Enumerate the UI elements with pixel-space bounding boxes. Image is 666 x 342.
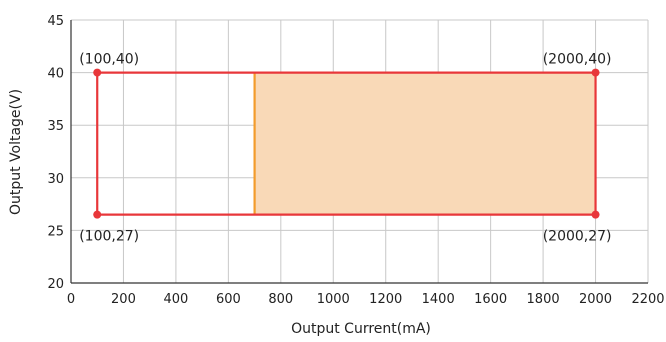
x-tick-label: 600 xyxy=(216,292,241,307)
corner-point xyxy=(93,210,102,219)
x-tick-label: 2200 xyxy=(631,292,664,307)
corner-points: (100,40) (2000,40) (2000,27) (100,27) xyxy=(79,52,611,245)
y-axis-label: Output Voltage(V) xyxy=(8,89,24,215)
x-tick-label: 1600 xyxy=(474,292,507,307)
x-tick-label: 1000 xyxy=(317,292,350,307)
y-tick-label: 45 xyxy=(47,14,64,29)
y-tick-label: 35 xyxy=(47,119,64,134)
corner-point xyxy=(93,68,102,77)
corner-point xyxy=(591,68,600,77)
x-tick-label: 800 xyxy=(268,292,293,307)
x-tick-label: 1800 xyxy=(527,292,560,307)
x-tick-label: 200 xyxy=(111,292,136,307)
y-tick-label: 20 xyxy=(47,277,64,292)
y-tick-label: 30 xyxy=(47,172,64,187)
corner-point xyxy=(591,210,600,219)
corner-label: (2000,40) xyxy=(543,52,612,68)
tick-labels: 0 200 400 600 800 1000 1200 1400 1600 1800 2000 220… xyxy=(47,14,664,307)
shaded-area-fill xyxy=(254,72,596,215)
shaded-area xyxy=(253,72,596,215)
y-tick-label: 25 xyxy=(47,224,64,239)
corner-label: (2000,27) xyxy=(543,229,612,245)
x-axis-label: Output Current(mA) xyxy=(291,321,431,337)
x-tick-label: 0 xyxy=(67,292,75,307)
x-tick-label: 2000 xyxy=(579,292,612,307)
x-tick-label: 400 xyxy=(163,292,188,307)
y-tick-label: 40 xyxy=(47,67,64,82)
x-tick-label: 1200 xyxy=(369,292,402,307)
axes xyxy=(70,20,648,284)
corner-label: (100,40) xyxy=(79,52,139,68)
corner-label: (100,27) xyxy=(79,229,139,245)
x-tick-label: 1400 xyxy=(422,292,455,307)
